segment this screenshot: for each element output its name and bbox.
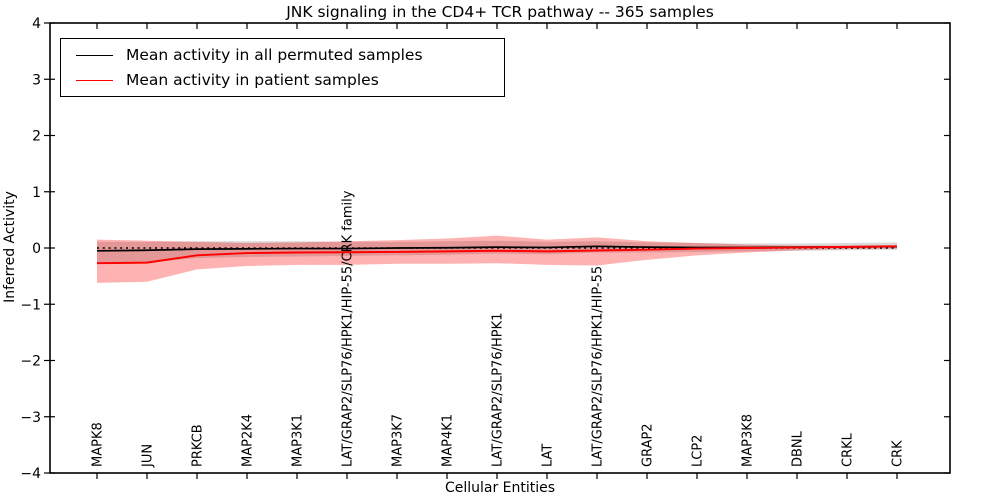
permuted-activity-band: [97, 240, 897, 264]
x-tick-label: MAP4K1: [441, 414, 456, 467]
x-tick-label: LAT/GRAP2/SLP76/HPK1/HIP-55/CRK family: [341, 190, 356, 467]
x-tick-label: MAP3K7: [391, 414, 406, 467]
y-axis-label: Inferred Activity: [2, 191, 18, 303]
legend-item-permuted: Mean activity in all permuted samples: [76, 46, 504, 64]
x-tick-label: MAP3K8: [741, 414, 756, 467]
y-tick-label: 2: [32, 129, 41, 145]
y-tick-label: 1: [32, 185, 41, 201]
y-tick-label: 3: [32, 72, 41, 88]
x-tick-label: MAP2K4: [241, 414, 256, 467]
chart-title: JNK signaling in the CD4+ TCR pathway --…: [286, 3, 714, 21]
x-tick-label: CRK: [891, 440, 906, 467]
legend-label-patient: Mean activity in patient samples: [126, 71, 379, 89]
x-axis-label: Cellular Entities: [444, 480, 556, 496]
patient-activity-band: [97, 235, 897, 283]
y-tick-label: −3: [20, 410, 41, 426]
y-tick-label: 0: [32, 241, 41, 257]
patient-mean-line: [96, 245, 898, 265]
y-tick-label: −4: [20, 466, 41, 482]
x-tick-label: LCP2: [691, 435, 706, 467]
legend-item-patient: Mean activity in patient samples: [76, 71, 504, 89]
x-tick-label: LAT: [541, 444, 556, 467]
x-tick-label: PRKCB: [191, 424, 206, 467]
y-tick-label: −2: [20, 354, 41, 370]
patient-line-swatch: [76, 79, 113, 81]
x-tick-label: LAT/GRAP2/SLP76/HPK1: [491, 313, 506, 467]
x-tick-label: GRAP2: [641, 423, 656, 467]
y-tick-label: 4: [32, 16, 41, 32]
legend: Mean activity in all permuted samples Me…: [60, 38, 505, 97]
legend-label-permuted: Mean activity in all permuted samples: [126, 46, 423, 64]
x-tick-label: CRKL: [841, 432, 856, 467]
x-tick-label: LAT/GRAP2/SLP76/HPK1/HIP-55: [591, 266, 606, 467]
y-tick-label: −1: [20, 297, 41, 313]
permuted-line-swatch: [76, 54, 113, 56]
x-tick-label: MAPK8: [91, 422, 106, 467]
x-tick-label: MAP3K1: [291, 414, 306, 467]
x-tick-label: JUN: [141, 444, 156, 468]
x-tick-label: DBNL: [791, 430, 806, 467]
